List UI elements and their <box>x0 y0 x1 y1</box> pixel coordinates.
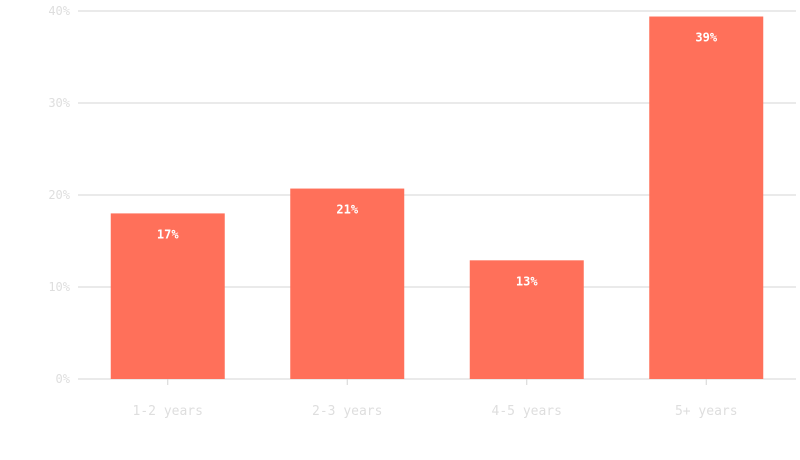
y-tick-label: 40% <box>48 4 70 18</box>
bar-4-5-years <box>469 260 584 379</box>
y-axis-ticks: 0% 10% 20% 30% 40% <box>48 4 70 386</box>
bar-5-years <box>649 16 764 380</box>
data-label: 39% <box>695 31 717 45</box>
x-tick-label: 2-3 years <box>312 404 382 419</box>
data-label: 17% <box>157 227 179 241</box>
data-labels: 17% 21% 13% 39% <box>157 31 718 289</box>
y-tick-label: 10% <box>48 280 70 294</box>
x-tick-label: 1-2 years <box>133 404 203 419</box>
bar-1-2-years <box>110 213 225 379</box>
bar-2-3-years <box>290 188 405 379</box>
data-label: 21% <box>336 203 358 217</box>
x-tick-label: 4-5 years <box>492 404 562 419</box>
data-label: 13% <box>516 274 538 288</box>
y-tick-label: 20% <box>48 188 70 202</box>
y-tick-label: 30% <box>48 96 70 110</box>
x-axis-ticks: 1-2 years 2-3 years 4-5 years 5+ years <box>133 379 738 419</box>
x-tick-label: 5+ years <box>675 404 738 419</box>
y-tick-label: 0% <box>56 372 71 386</box>
bars <box>110 16 764 380</box>
